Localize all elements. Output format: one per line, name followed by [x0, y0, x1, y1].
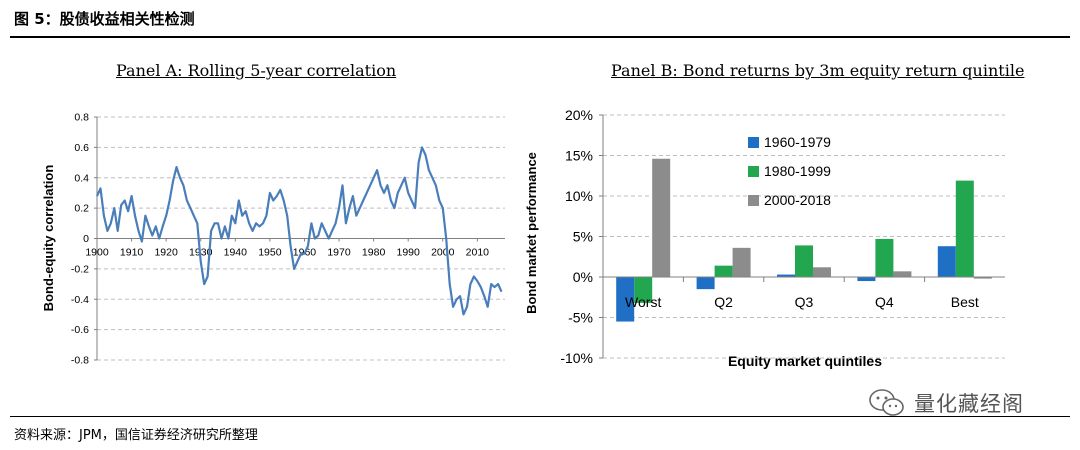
panel-a-x-tick-label: 1900 — [85, 247, 109, 259]
panel-b-bar — [893, 271, 912, 277]
panel-b-chart: -10% -5% 0% 5% 10% 15% 20% Worst Q2 Q3 Q4 Best 1960-… — [524, 107, 1005, 369]
panel-a-title: Panel A: Rolling 5-year correlation — [116, 61, 397, 80]
panel-b-y-tick-label: 20% — [565, 107, 593, 123]
bottom-rule — [10, 416, 1070, 417]
panel-b-legend-swatch — [748, 137, 759, 148]
panel-b-category-label: Worst — [625, 294, 661, 310]
panel-b-bar — [696, 277, 715, 290]
panel-a-x-tick-label: 1990 — [397, 247, 421, 259]
panel-a-y-tick-label: -0.4 — [71, 294, 89, 306]
panel-b-legend-label: 1960-1979 — [764, 134, 831, 150]
panel-b-y-tick-label: 15% — [565, 148, 593, 164]
source-note: 资料来源：JPM，国信证券经济研究所整理 — [14, 428, 258, 443]
panel-a-y-tick-label: 0.6 — [74, 142, 89, 154]
panel-a-x-tick-label: 1940 — [224, 247, 248, 259]
panel-a-correlation-line — [96, 146, 503, 316]
panel-b-y-tick-label: 10% — [565, 188, 593, 204]
panel-b-title: Panel B: Bond returns by 3m equity retur… — [611, 61, 1025, 80]
panel-a-chart: -0.8 -0.6 -0.4 -0.2 0 0.2 0.4 0.6 0.8 1900 1910 192… — [41, 112, 505, 367]
panel-b-category-label: Best — [951, 294, 979, 310]
panel-b-bar — [616, 277, 635, 322]
top-rule — [10, 36, 1070, 38]
panel-b-bar — [857, 277, 876, 282]
panel-b-category-label: Q2 — [714, 294, 733, 310]
panel-b-bar — [795, 245, 813, 277]
panel-b-bar — [714, 265, 733, 277]
watermark-text: 量化藏经阁 — [914, 392, 1024, 416]
panel-a-x-tick-label: 1970 — [327, 247, 351, 259]
panel-a-y-axis-label: Bond-equity correlation — [41, 165, 56, 312]
panel-b-y-tick-label: -10% — [560, 350, 593, 366]
panel-b-bar — [973, 277, 992, 279]
panel-a-x-tick-label: 2010 — [466, 247, 490, 259]
panel-a-x-tick-label: 1910 — [120, 247, 144, 259]
panel-b-legend-swatch — [748, 195, 759, 206]
panel-b-legend-label: 1980-1999 — [764, 163, 831, 179]
panel-b-bar — [955, 180, 974, 277]
figure-title: 图 5：股债收益相关性检测 — [14, 10, 195, 28]
panel-a-y-tick-label: -0.8 — [71, 355, 89, 367]
watermark: 量化藏经阁 — [868, 388, 1024, 418]
panel-a-y-tick-label: -0.2 — [71, 263, 89, 275]
panel-a-x-tick-label: 1950 — [258, 247, 282, 259]
panel-b-y-tick-label: -5% — [568, 310, 593, 326]
panel-b-y-tick-label: 5% — [573, 229, 593, 245]
panel-b-bar — [875, 238, 894, 277]
panel-b-bar — [634, 277, 653, 303]
panel-b-legend-swatch — [748, 166, 759, 177]
wechat-icon — [869, 389, 904, 416]
panel-a-x-tick-label: 1980 — [362, 247, 386, 259]
panel-a-y-tick-label: 0.4 — [74, 172, 89, 184]
panel-b-bar — [652, 158, 671, 277]
panel-b-legend-label: 2000-2018 — [764, 192, 831, 208]
panel-b-bar — [813, 267, 831, 277]
panel-b-category-label: Q4 — [875, 294, 894, 310]
panel-a-y-tick-label: -0.6 — [71, 324, 89, 336]
panel-a-y-tick-label: 0 — [83, 233, 89, 245]
panel-b-bar — [732, 247, 751, 277]
panel-a-x-tick-label: 1920 — [154, 247, 178, 259]
panel-b-category-label: Q3 — [795, 294, 814, 310]
panel-a-x-tick-label: 2000 — [431, 247, 455, 259]
panel-b-bar — [937, 246, 956, 277]
panel-a-y-tick-label: 0.8 — [74, 112, 89, 124]
panel-b-bar — [777, 274, 795, 277]
panel-a-y-tick-label: 0.2 — [74, 203, 89, 215]
panel-b-y-axis-label: Bond market performance — [524, 152, 539, 314]
panel-b-y-tick-label: 0% — [573, 269, 593, 285]
panel-b-x-axis-label: Equity market quintiles — [728, 353, 882, 369]
